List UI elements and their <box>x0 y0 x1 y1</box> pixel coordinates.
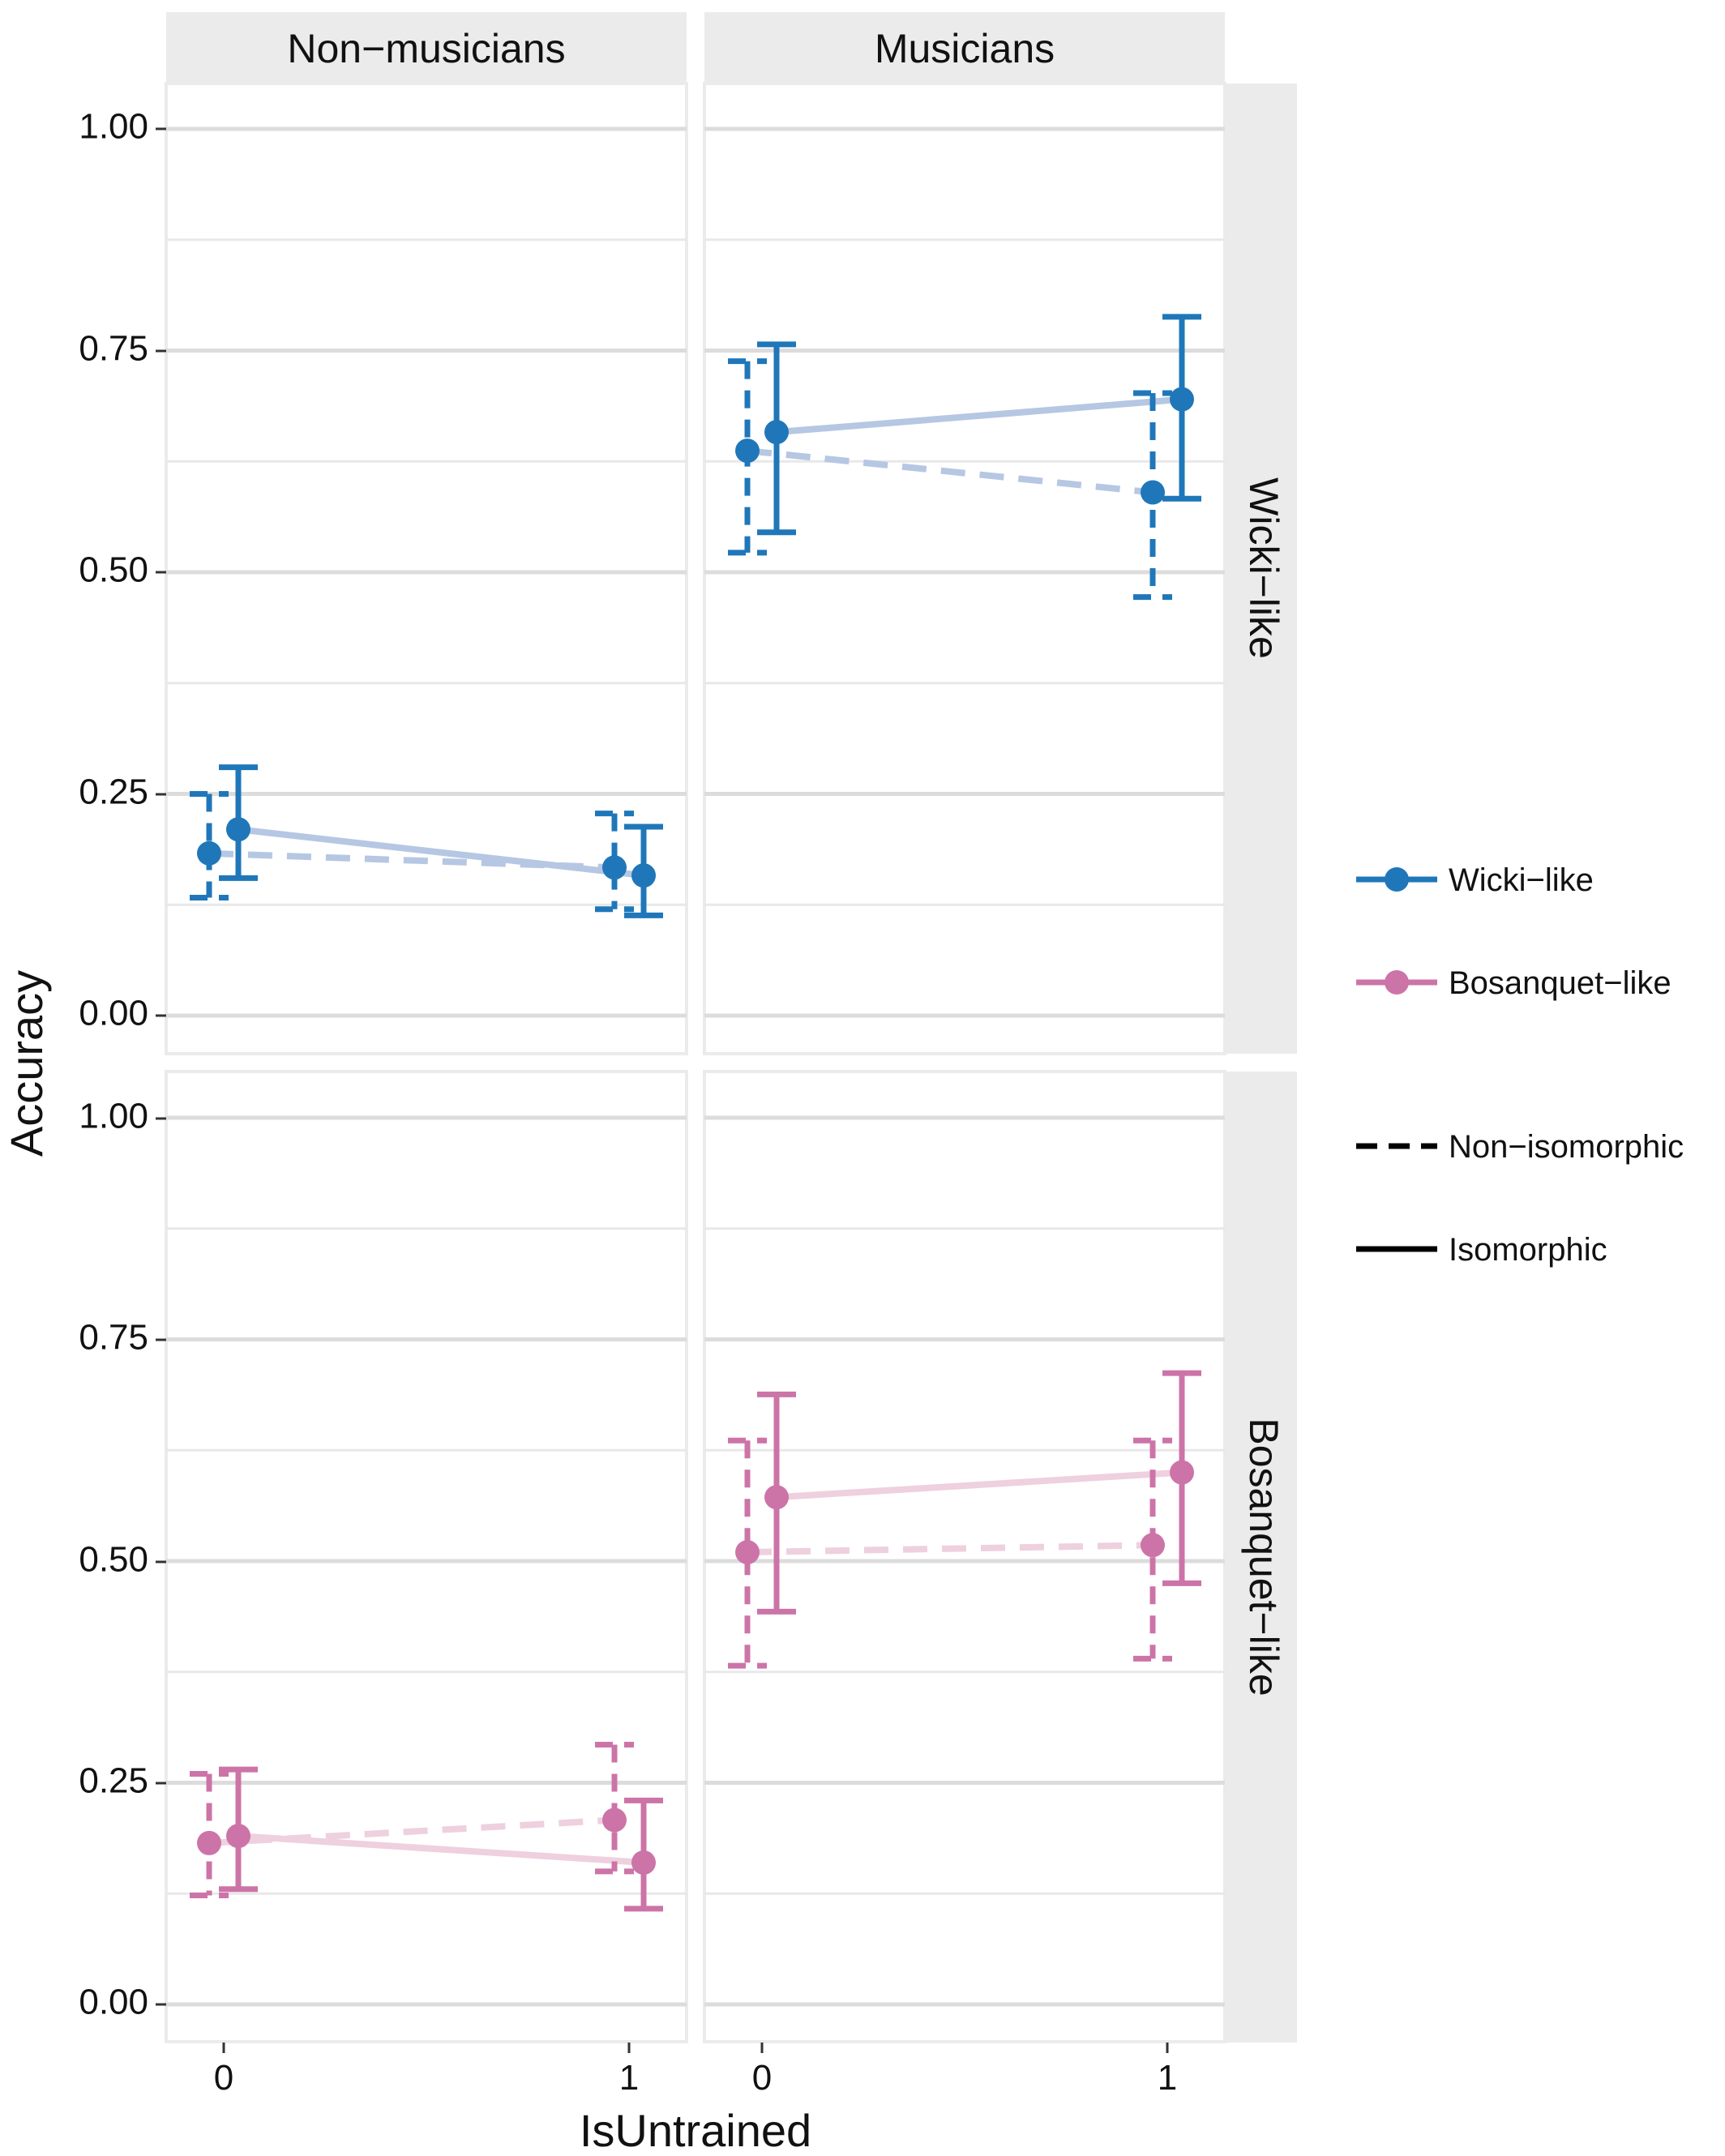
x-tick-label: 1 <box>1158 2058 1177 2098</box>
data-point <box>1170 387 1194 412</box>
x-tick-label: 0 <box>214 2058 233 2098</box>
legend-label-non-isomorphic: Non−isomorphic <box>1449 1129 1684 1165</box>
x-axis-title: IsUntrained <box>580 2105 811 2156</box>
y-tick-label: 1.00 <box>79 107 148 147</box>
series-line-isomorphic <box>238 826 644 879</box>
y-axis-top: 0.00 0.25 0.50 0.75 1.00 <box>79 107 166 1033</box>
y-tick-label: 1.00 <box>79 1097 148 1136</box>
data-point <box>631 1850 656 1875</box>
data-point <box>735 1540 760 1565</box>
strip-label-bosanquet-like: Bosanquet−like <box>1241 1418 1286 1696</box>
legend-label-isomorphic: Isomorphic <box>1449 1232 1607 1268</box>
y-tick-label: 0.75 <box>79 1318 148 1358</box>
data-point <box>602 855 627 880</box>
x-tick-label: 1 <box>619 2058 639 2098</box>
series-line-non-isomorphic <box>208 849 615 871</box>
data-point <box>197 1830 221 1855</box>
strip-label-non-musicians: Non−musicians <box>287 26 565 71</box>
y-tick-label: 0.50 <box>79 1540 148 1580</box>
panel-non-musicians-wicki <box>165 82 688 1055</box>
data-point <box>764 420 789 445</box>
series-line-isomorphic <box>776 396 1183 436</box>
panel-background <box>703 1070 1226 2043</box>
y-tick-label: 0.00 <box>79 1983 148 2022</box>
data-point <box>631 863 656 888</box>
strip-musicians <box>704 12 1225 83</box>
y-tick-label: 0.25 <box>79 1761 148 1801</box>
series-line-isomorphic <box>776 1469 1183 1501</box>
y-tick-label: 0.75 <box>79 329 148 369</box>
y-axis-bottom: 0.00 0.25 0.50 0.75 1.00 <box>79 1097 166 2022</box>
x-axis: 0 1 0 1 <box>214 2043 1177 2098</box>
panel-background <box>165 1070 688 2043</box>
legend: Wicki−like Bosanquet−like Non−isomorphic… <box>1356 862 1684 1268</box>
legend-label-wicki: Wicki−like <box>1449 862 1594 898</box>
strip-label-wicki-like: Wicki−like <box>1241 477 1286 659</box>
data-point <box>764 1485 789 1510</box>
data-point <box>735 438 760 464</box>
data-point <box>226 1824 250 1849</box>
legend-key-wicki-point <box>1385 867 1409 892</box>
data-point <box>1141 1533 1165 1558</box>
series-line-non-isomorphic <box>747 1542 1154 1556</box>
legend-label-bosanquet: Bosanquet−like <box>1449 965 1671 1001</box>
strip-bosanquet-like <box>1225 1072 1297 2043</box>
series-line-non-isomorphic <box>747 447 1154 496</box>
y-tick-label: 0.25 <box>79 772 148 812</box>
legend-key-bosanquet-point <box>1385 970 1409 995</box>
series-line-isomorphic <box>238 1833 644 1866</box>
strip-wicki-like <box>1225 83 1297 1054</box>
y-tick-label: 0.50 <box>79 550 148 590</box>
data-point <box>1141 480 1165 505</box>
x-tick-label: 0 <box>752 2058 772 2098</box>
data-point <box>602 1807 627 1833</box>
strip-non-musicians <box>166 12 687 83</box>
data-point <box>1170 1460 1194 1485</box>
y-axis-title: Accuracy <box>1 970 52 1157</box>
panel-non-musicians-bosanquet <box>165 1070 688 2043</box>
y-tick-label: 0.00 <box>79 994 148 1033</box>
strip-label-musicians: Musicians <box>875 26 1055 71</box>
panel-musicians-wicki <box>703 82 1226 1055</box>
panel-musicians-bosanquet <box>703 1070 1226 2043</box>
panel-background <box>165 82 688 1055</box>
data-point <box>197 841 221 866</box>
data-point <box>226 817 250 842</box>
series-line-non-isomorphic <box>208 1816 615 1846</box>
panel-background <box>703 82 1226 1055</box>
